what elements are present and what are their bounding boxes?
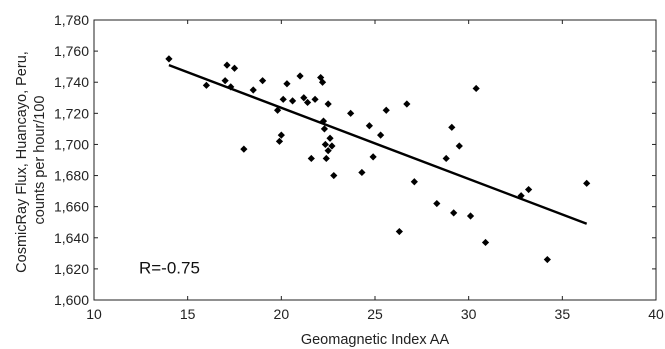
data-point — [382, 106, 390, 114]
correlation-annotation: R=-0.75 — [139, 258, 200, 277]
data-point — [583, 179, 591, 187]
y-tick-label: 1,740 — [54, 74, 89, 90]
y-tick-label: 1,780 — [54, 12, 89, 28]
data-point — [223, 61, 231, 69]
data-point — [328, 142, 336, 150]
trendline — [168, 63, 588, 225]
data-point — [433, 199, 441, 208]
data-point — [227, 83, 235, 91]
y-tick-label: 1,620 — [54, 261, 89, 277]
data-point — [442, 154, 450, 163]
y-tick-label: 1,640 — [54, 230, 89, 246]
data-point — [455, 142, 463, 150]
data-point — [307, 154, 315, 163]
x-axis-title: Geomagnetic Index AA — [301, 332, 450, 348]
data-point — [300, 94, 308, 102]
y-tick-label: 1,720 — [54, 105, 89, 121]
y-axis-title-line-1: CosmicRay Flux, Huancayo, Peru, — [14, 51, 30, 273]
data-point — [319, 117, 328, 125]
data-point — [311, 95, 319, 103]
x-tick-label: 25 — [367, 306, 383, 322]
x-tick-label: 30 — [461, 306, 477, 322]
data-point — [358, 168, 366, 177]
y-tick-label: 1,600 — [54, 292, 89, 308]
data-point — [288, 97, 297, 105]
data-point — [377, 131, 385, 139]
data-point — [279, 95, 287, 103]
x-tick-label: 40 — [648, 306, 664, 322]
trendline-group — [168, 63, 588, 225]
data-point — [296, 72, 304, 80]
data-point — [326, 134, 334, 142]
y-tick-label: 1,680 — [54, 168, 89, 184]
data-point — [543, 255, 551, 264]
x-tick-label: 15 — [180, 306, 196, 322]
y-tick-label: 1,760 — [54, 43, 89, 59]
data-point — [395, 227, 403, 236]
data-point — [240, 145, 248, 153]
data-point — [481, 238, 490, 247]
data-point — [277, 131, 285, 139]
x-tick-label: 20 — [274, 306, 290, 322]
x-axis: 10 15 20 25 30 35 40 — [86, 20, 664, 322]
data-point — [165, 55, 173, 63]
data-point — [321, 140, 329, 149]
data-point — [303, 98, 312, 107]
data-point — [365, 122, 373, 130]
data-point — [324, 147, 332, 155]
data-point — [347, 109, 355, 117]
y-axis: 1,600 1,620 1,640 1,660 1,680 1,700 1,720 1,740… — [54, 12, 656, 308]
data-point — [283, 80, 291, 88]
data-point — [472, 84, 480, 93]
y-axis-title: CosmicRay Flux, Huancayo, Peru, counts p… — [14, 47, 48, 273]
x-tick-label: 35 — [555, 306, 571, 322]
data-point — [230, 64, 239, 72]
data-point — [403, 100, 411, 108]
data-point — [448, 123, 456, 131]
x-tick-label: 10 — [86, 306, 102, 322]
data-points — [165, 55, 591, 264]
y-axis-title-line-2: counts per hour/100 — [32, 96, 48, 225]
data-point — [320, 125, 329, 133]
data-point — [249, 86, 257, 94]
data-point — [273, 106, 282, 114]
data-point — [330, 171, 338, 180]
data-point — [466, 212, 475, 220]
data-point — [259, 77, 267, 85]
data-point — [322, 154, 330, 163]
data-point — [517, 192, 525, 200]
data-point — [525, 185, 533, 194]
data-point — [221, 77, 229, 85]
data-point — [450, 209, 458, 217]
y-tick-label: 1,700 — [54, 136, 89, 152]
y-tick-label: 1,660 — [54, 199, 89, 215]
data-point — [318, 78, 327, 86]
annotations: R=-0.75 — [139, 258, 200, 277]
data-point — [324, 100, 332, 108]
data-point — [275, 137, 284, 145]
data-point — [410, 178, 418, 186]
data-point — [202, 81, 210, 89]
data-point — [369, 153, 377, 161]
